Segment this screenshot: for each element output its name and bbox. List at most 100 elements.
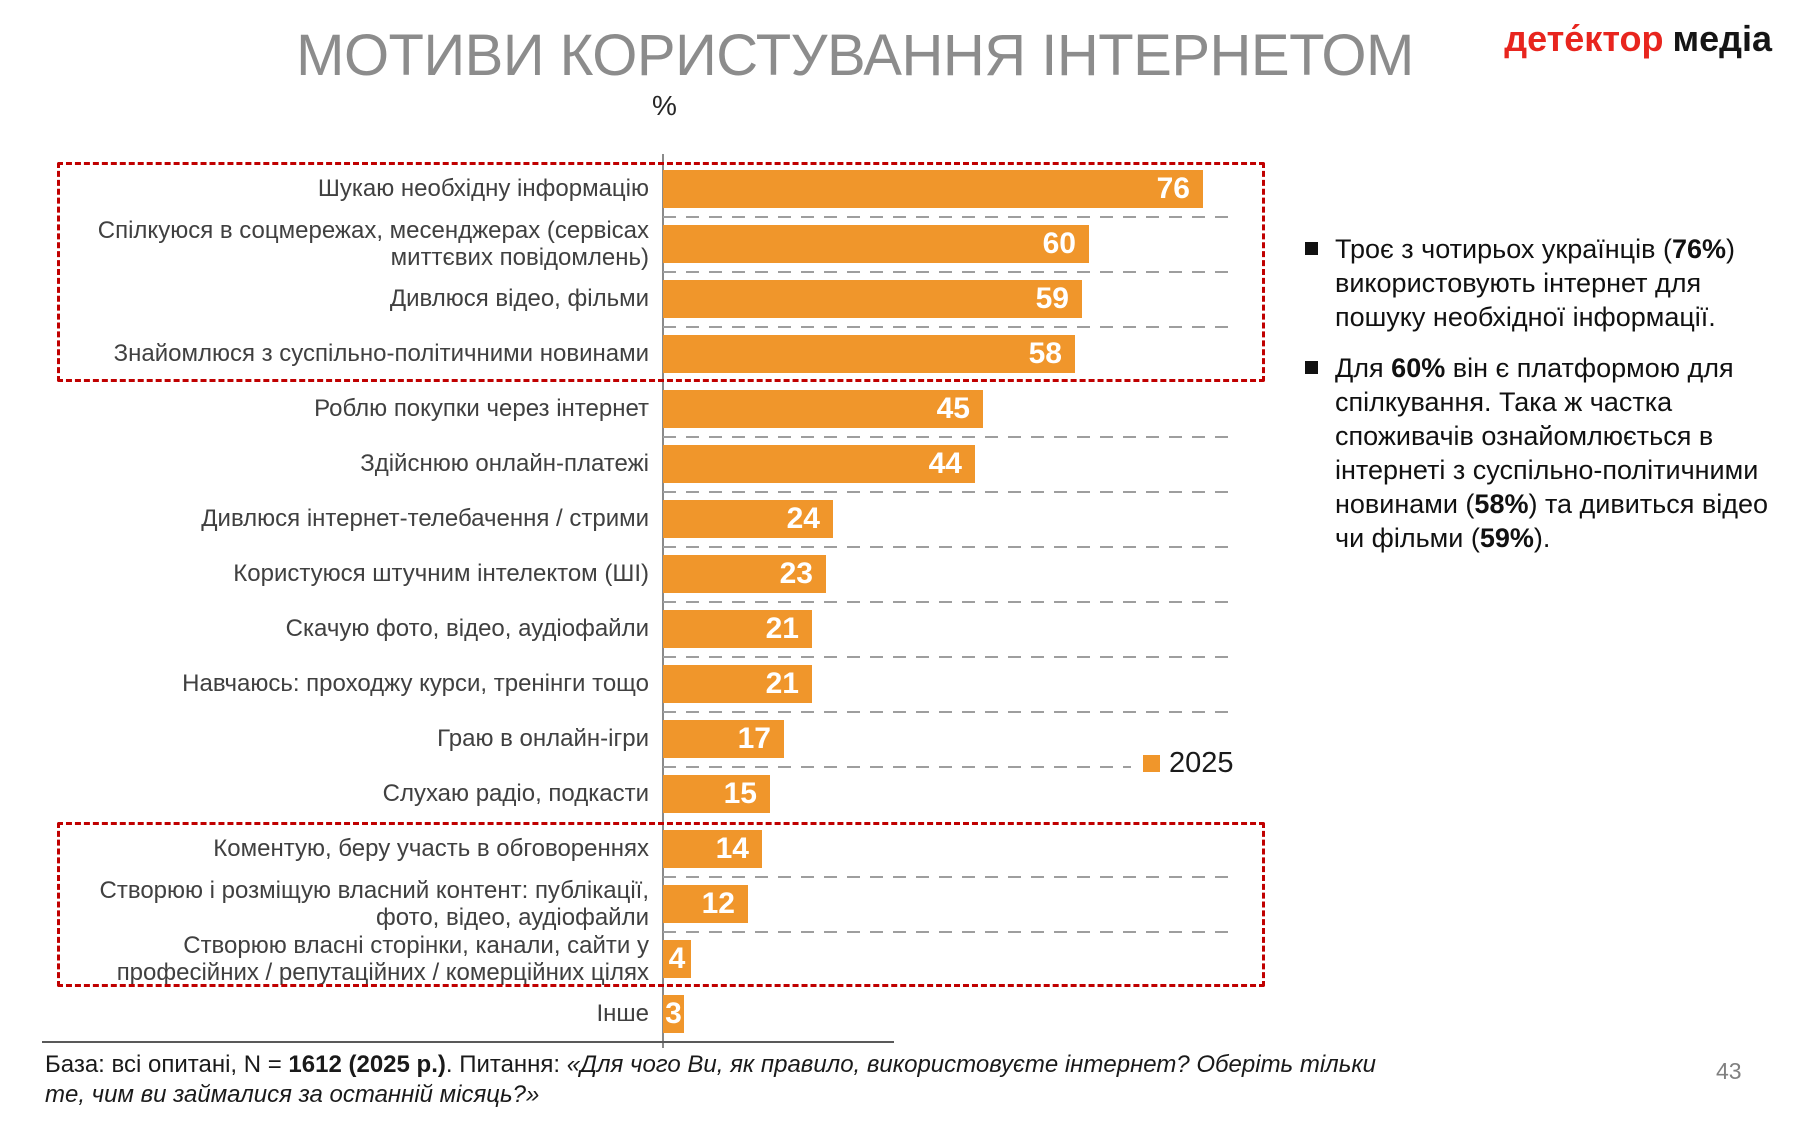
row-separator-line xyxy=(663,931,1238,933)
bar: 17 xyxy=(663,720,784,758)
category-label: Шукаю необхідну інформацію xyxy=(317,175,649,203)
row-separator-line xyxy=(663,436,1238,438)
chart-row: Шукаю необхідну інформацію 76 xyxy=(45,162,1760,217)
category-label: Граю в онлайн-ігри xyxy=(437,725,649,753)
row-separator-line xyxy=(663,711,1238,713)
category-label: Скачую фото, відео, аудіофайли xyxy=(285,615,649,643)
text-segment: «Для чого Ви, як правило, використовуєте… xyxy=(45,1051,1377,1108)
page-number: 43 xyxy=(1716,1058,1742,1084)
chart-row: Інше 3 xyxy=(45,987,1760,1042)
bar-value-label: 44 xyxy=(928,447,962,480)
bar: 21 xyxy=(663,610,812,648)
row-separator-line xyxy=(663,766,1238,768)
brand-logo: дете́ктор медіа xyxy=(1504,18,1772,60)
chart-row: Граю в онлайн-ігри 17 xyxy=(45,712,1760,767)
page-title: МОТИВИ КОРИСТУВАННЯ ІНТЕРНЕТОМ xyxy=(296,23,1414,88)
category-label: Здійснюю онлайн-платежі xyxy=(360,450,649,478)
bar: 60 xyxy=(663,225,1089,263)
brand-logo-media: медіа xyxy=(1672,18,1772,59)
bar-value-label: 59 xyxy=(1035,282,1069,315)
text-segment: 58% xyxy=(1474,489,1529,519)
category-label: Слухаю радіо, подкасти xyxy=(382,780,649,808)
chart-row: Знайомлюся з суспільно-політичними новин… xyxy=(45,327,1760,382)
bar-value-label: 15 xyxy=(723,777,757,810)
bar-value-label: 76 xyxy=(1156,172,1190,205)
chart-row: Роблю покупки через інтернет 45 xyxy=(45,382,1760,437)
bar-area: 12 xyxy=(663,877,1760,932)
text-segment: він є платформою для спілкування. Така ж… xyxy=(1335,353,1759,519)
bar-value-label: 3 xyxy=(665,997,682,1030)
bar-area: 58 xyxy=(663,327,1760,382)
chart-row: Дивлюся інтернет-телебачення / стрими 24 xyxy=(45,492,1760,547)
bar-area: 44 xyxy=(663,437,1760,492)
bar: 44 xyxy=(663,445,975,483)
legend-swatch-icon xyxy=(1143,755,1160,772)
bar-value-label: 14 xyxy=(715,832,749,865)
bar-chart: Шукаю необхідну інформацію 76 Спілкуюся в … xyxy=(45,154,1760,1048)
category-label: Коментую, беру участь в обговореннях xyxy=(213,835,649,863)
chart-legend: 2025 xyxy=(1131,744,1242,783)
bar: 12 xyxy=(663,885,748,923)
chart-row: Коментую, беру участь в обговореннях 14 xyxy=(45,822,1760,877)
category-label: Створюю і розміщую власний контент: публ… xyxy=(99,876,649,931)
footer-divider xyxy=(42,1041,894,1043)
text-segment: ) та дивиться відео чи фільми ( xyxy=(1335,489,1768,553)
text-segment: 1612 (2025 р.) xyxy=(288,1051,446,1078)
chart-row: Створюю власні сторінки, канали, сайти у… xyxy=(45,932,1760,987)
row-separator-line xyxy=(663,656,1238,658)
category-label: Навчаюсь: проходжу курси, тренінги тощо xyxy=(182,670,649,698)
row-separator-line xyxy=(663,546,1238,548)
text-segment: ) використовують інтернет для пошуку нео… xyxy=(1335,234,1736,332)
category-label: Дивлюся інтернет-телебачення / стрими xyxy=(201,505,649,533)
insight-bullet: Троє з чотирьох українців (76%) використ… xyxy=(1305,232,1773,334)
chart-row: Слухаю радіо, подкасти 15 xyxy=(45,767,1760,822)
insight-bullet: Для 60% він є платформою для спілкування… xyxy=(1305,351,1773,555)
bullet-square-icon xyxy=(1305,242,1318,255)
text-segment: 60% xyxy=(1391,353,1446,383)
bar-area: 14 xyxy=(663,822,1760,877)
bar-value-label: 58 xyxy=(1028,337,1062,370)
text-segment: 59% xyxy=(1479,523,1534,553)
chart-row: Дивлюся відео, фільми 59 xyxy=(45,272,1760,327)
bar-area: 23 xyxy=(663,547,1760,602)
row-separator-line xyxy=(663,876,1238,878)
chart-row: Здійснюю онлайн-платежі 44 xyxy=(45,437,1760,492)
bar: 24 xyxy=(663,500,833,538)
bar: 76 xyxy=(663,170,1203,208)
bar-value-label: 21 xyxy=(765,612,799,645)
bar: 21 xyxy=(663,665,812,703)
category-label: Інше xyxy=(596,1000,649,1028)
chart-row: Навчаюсь: проходжу курси, тренінги тощо 2… xyxy=(45,657,1760,712)
row-separator-line xyxy=(663,271,1238,273)
text-segment: ). xyxy=(1533,523,1551,553)
insight-text: Для 60% він є платформою для спілкування… xyxy=(1335,351,1773,555)
brand-logo-detector: дете́ктор xyxy=(1504,18,1664,59)
bar: 59 xyxy=(663,280,1082,318)
bar-area: 21 xyxy=(663,602,1760,657)
footer-note: База: всі опитані, N = 1612 (2025 р.). П… xyxy=(45,1050,1405,1110)
category-label: Користуюся штучним інтелектом (ШІ) xyxy=(233,560,649,588)
bar: 58 xyxy=(663,335,1075,373)
category-label: Роблю покупки через інтернет xyxy=(314,395,649,423)
text-segment: 76% xyxy=(1671,234,1727,264)
bar-area: 24 xyxy=(663,492,1760,547)
text-segment: Для xyxy=(1335,353,1392,383)
chart-row: Спілкуюся в соцмережах, месенджерах (сер… xyxy=(45,217,1760,272)
bar-area: 17 xyxy=(663,712,1760,767)
bar: 23 xyxy=(663,555,826,593)
bar-area: 76 xyxy=(663,162,1760,217)
text-segment: Троє з чотирьох українців ( xyxy=(1335,234,1672,264)
category-label: Знайомлюся з суспільно-політичними новин… xyxy=(113,340,649,368)
category-label: Спілкуюся в соцмережах, месенджерах (сер… xyxy=(97,216,649,271)
category-label: Дивлюся відео, фільми xyxy=(389,285,649,313)
legend-label: 2025 xyxy=(1169,747,1234,779)
chart-row: Користуюся штучним інтелектом (ШІ) 23 xyxy=(45,547,1760,602)
insight-text: Троє з чотирьох українців (76%) використ… xyxy=(1335,232,1773,334)
insights-panel: Троє з чотирьох українців (76%) використ… xyxy=(1305,232,1773,572)
bar: 15 xyxy=(663,775,770,813)
bar-value-label: 45 xyxy=(936,392,970,425)
text-segment: База: всі опитані, N = xyxy=(45,1051,289,1078)
bar-area: 59 xyxy=(663,272,1760,327)
text-segment: . Питання: xyxy=(445,1051,567,1078)
row-separator-line xyxy=(663,491,1238,493)
